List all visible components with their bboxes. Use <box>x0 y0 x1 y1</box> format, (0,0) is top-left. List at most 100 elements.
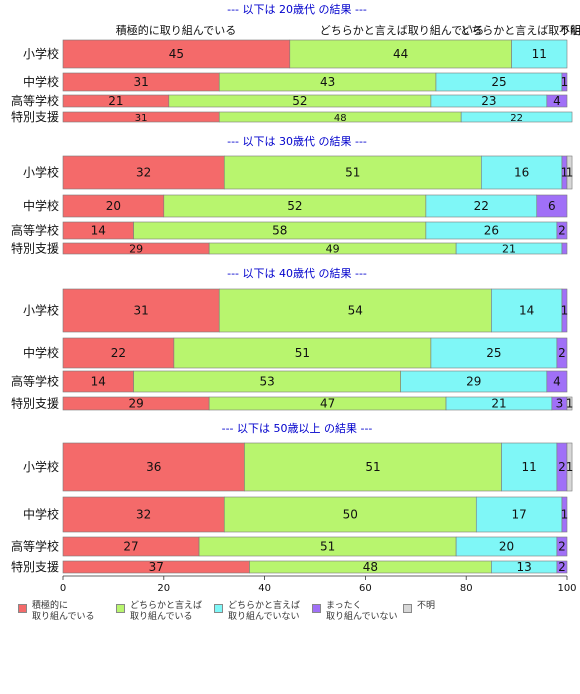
panel-title: --- 以下は 40歳代 の結果 --- <box>227 266 367 280</box>
data-label: 13 <box>517 560 532 574</box>
bar-segment <box>566 442 573 492</box>
bar-segment <box>62 39 291 69</box>
top-category-label: 不明 <box>559 24 580 37</box>
row-label: 小学校 <box>23 165 59 180</box>
panel-title: --- 以下は 50歳以上 の結果 --- <box>222 421 373 435</box>
row-label: 中学校 <box>23 507 59 522</box>
data-label: 48 <box>363 560 378 574</box>
data-label: 21 <box>491 397 506 411</box>
bar-segment <box>561 242 568 255</box>
row-label: 高等学校 <box>11 539 59 554</box>
bar-segment <box>223 155 482 190</box>
data-label: 29 <box>128 397 143 411</box>
row-label: 小学校 <box>23 459 59 474</box>
data-label: 53 <box>259 375 274 389</box>
bar-segment <box>556 337 568 369</box>
data-label: 4 <box>553 94 561 108</box>
data-label: 1 <box>561 304 569 318</box>
data-label: 22 <box>474 199 489 213</box>
panel-title: --- 以下は 30歳代 の結果 --- <box>227 134 367 148</box>
data-label: 25 <box>491 75 506 89</box>
legend-swatch-3 <box>214 604 223 613</box>
data-label: 31 <box>133 75 148 89</box>
legend-label-2: どちらかと言えば 取り組んでいる <box>130 601 203 622</box>
data-label: 48 <box>334 113 347 124</box>
x-tick-label: 60 <box>359 583 372 594</box>
bar-segment <box>566 396 573 411</box>
data-label: 51 <box>295 346 310 360</box>
data-label: 16 <box>514 166 529 180</box>
bar-segment <box>475 496 563 533</box>
legend: 積極的に 取り組んでいる どちらかと言えば 取り組んでいる どちらかと言えば 取り組ん… <box>18 600 578 628</box>
legend-swatch-4 <box>312 604 321 613</box>
data-label: 29 <box>466 375 481 389</box>
data-label: 51 <box>320 540 335 554</box>
bar-segment <box>460 111 573 123</box>
panel-title: --- 以下は 20歳代 の結果 --- <box>227 2 367 16</box>
row-label: 中学校 <box>23 74 59 89</box>
data-label: 31 <box>135 113 148 124</box>
top-category-label: どちらかと言えば取り組んでいる <box>320 24 484 37</box>
data-label: 51 <box>365 460 380 474</box>
row-label: 高等学校 <box>11 223 59 238</box>
data-label: 11 <box>532 47 547 61</box>
bar-segment <box>536 194 568 218</box>
data-label: 6 <box>548 199 556 213</box>
data-label: 44 <box>393 47 408 61</box>
data-label: 32 <box>136 508 151 522</box>
row-label: 特別支援 <box>11 559 59 574</box>
legend-label-4: まったく 取り組んでいない <box>326 601 398 622</box>
data-label: 27 <box>123 540 138 554</box>
data-label: 58 <box>272 224 287 238</box>
data-label: 36 <box>146 460 161 474</box>
data-label: 2 <box>558 560 566 574</box>
data-label: 20 <box>499 540 514 554</box>
data-label: 43 <box>320 75 335 89</box>
data-label: 32 <box>136 166 151 180</box>
data-label: 1 <box>566 460 574 474</box>
bar-segment <box>430 337 558 369</box>
data-label: 25 <box>486 346 501 360</box>
data-label: 2 <box>558 346 566 360</box>
bar-segment <box>62 337 175 369</box>
x-tick-label: 80 <box>460 583 473 594</box>
data-label: 11 <box>522 460 537 474</box>
data-label: 4 <box>553 375 561 389</box>
bar-segment <box>556 536 568 557</box>
data-label: 26 <box>484 224 499 238</box>
bar-segment <box>173 337 432 369</box>
x-tick-label: 0 <box>60 583 66 594</box>
bar-segment <box>511 39 568 69</box>
bar-segment <box>244 442 502 492</box>
data-label: 45 <box>169 47 184 61</box>
legend-swatch-1 <box>18 604 27 613</box>
legend-label-5: 不明 <box>417 601 436 611</box>
bar-segment <box>561 288 568 333</box>
data-label: 52 <box>287 199 302 213</box>
row-label: 高等学校 <box>11 93 59 108</box>
bar-segment <box>218 288 492 333</box>
data-label: 2 <box>558 540 566 554</box>
bar-segment <box>561 72 568 92</box>
data-label: 1 <box>561 508 569 522</box>
data-label: 1 <box>566 397 574 411</box>
data-label: 1 <box>566 166 574 180</box>
data-label: 21 <box>108 94 123 108</box>
data-label: 52 <box>292 94 307 108</box>
data-label: 22 <box>111 346 126 360</box>
data-label: 23 <box>481 94 496 108</box>
stacked-bar-chart: 積極的に取り組んでいる どちらかと言えば取り組んでいるどちらかと言えば取り組んでい… <box>11 2 580 594</box>
data-label: 54 <box>348 304 363 318</box>
x-tick-label: 100 <box>557 583 576 594</box>
data-label: 14 <box>91 375 106 389</box>
legend-label-1: 積極的に 取り組んでいる <box>32 601 95 622</box>
data-label: 29 <box>129 243 143 256</box>
data-label: 50 <box>343 508 358 522</box>
data-label: 51 <box>345 166 360 180</box>
data-label: 47 <box>320 397 335 411</box>
data-label: 31 <box>133 304 148 318</box>
data-label: 1 <box>561 166 569 180</box>
row-label: 特別支援 <box>11 109 59 124</box>
bar-segment <box>501 442 558 492</box>
